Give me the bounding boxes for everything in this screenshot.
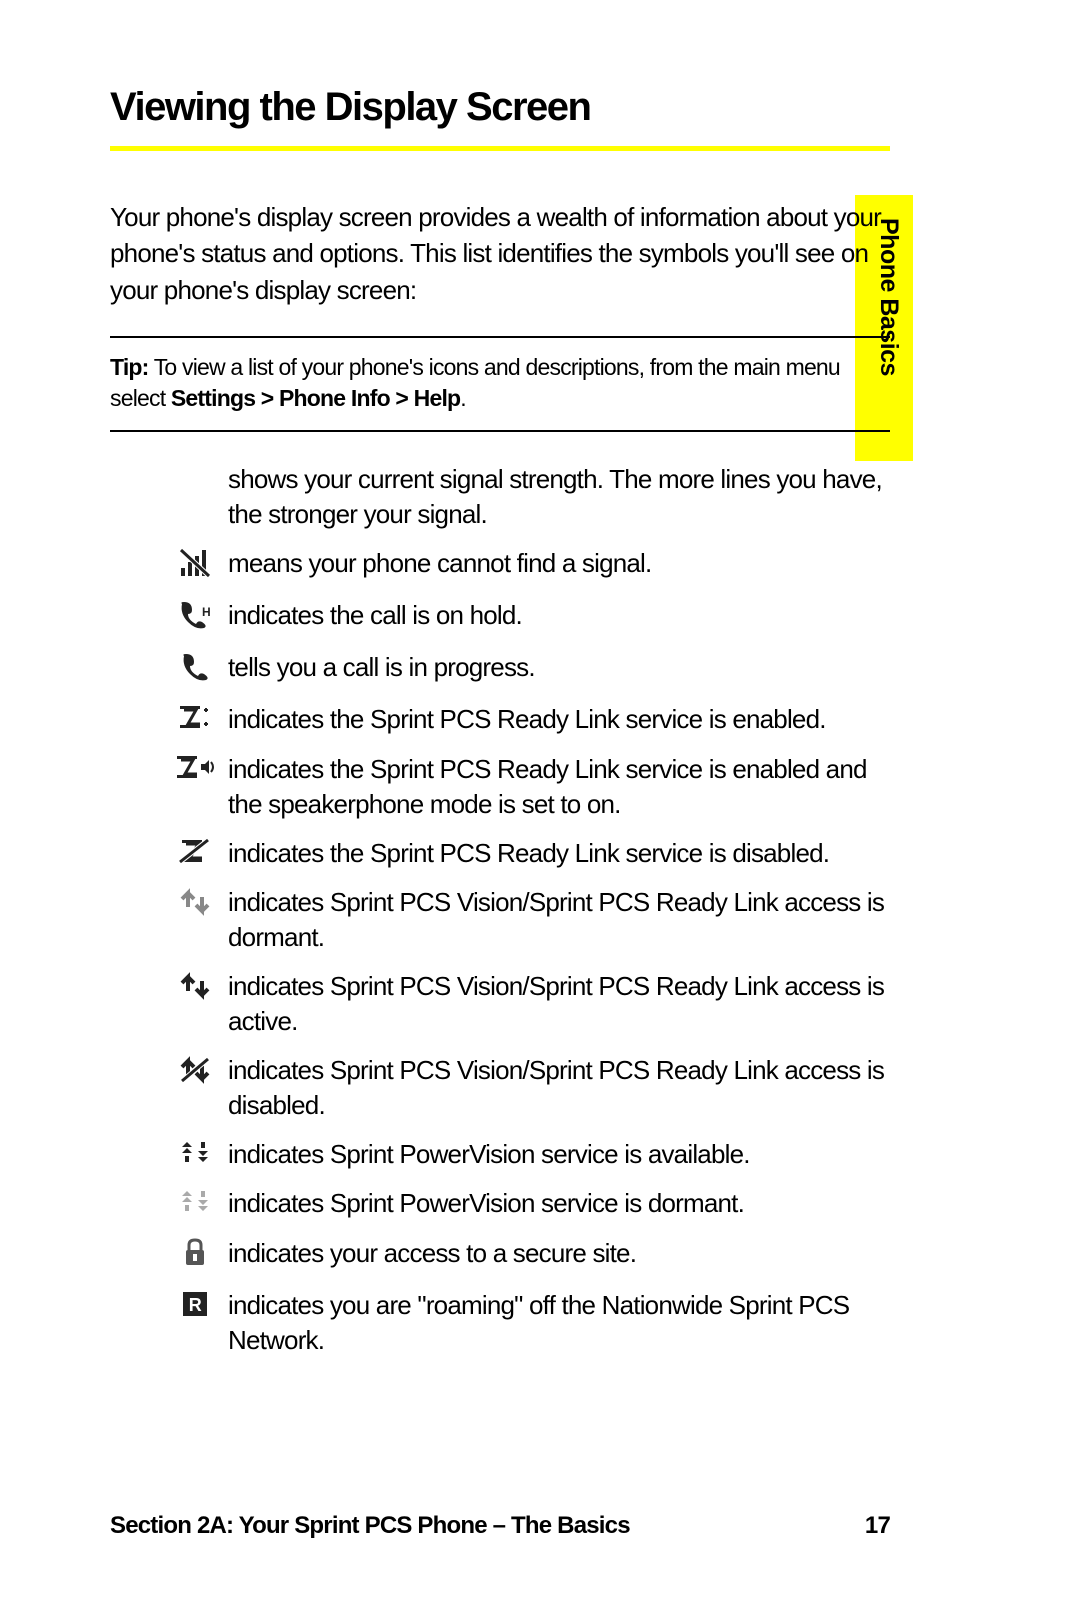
legend-desc: indicates Sprint PowerVision service is …	[228, 1186, 890, 1221]
legend-desc: means your phone cannot find a signal.	[228, 546, 890, 581]
legend-row: indicates your access to a secure site.	[162, 1236, 890, 1274]
legend-row: indicates the Sprint PCS Ready Link serv…	[162, 702, 890, 737]
legend-desc: indicates the Sprint PCS Ready Link serv…	[228, 752, 890, 822]
legend-row: indicates Sprint PCS Vision/Sprint PCS R…	[162, 1053, 890, 1123]
legend-row: R indicates you are "roaming" off the Na…	[162, 1288, 890, 1358]
footer-page-number: 17	[865, 1512, 890, 1540]
tip-text: Tip: To view a list of your phone's icon…	[110, 352, 890, 414]
icon-legend-table: shows your current signal strength. The …	[162, 462, 890, 1358]
legend-row: indicates Sprint PowerVision service is …	[162, 1137, 890, 1172]
svg-text:H: H	[202, 605, 210, 619]
legend-desc: shows your current signal strength. The …	[228, 462, 890, 532]
access-active-icon	[162, 969, 228, 1007]
legend-desc: indicates the call is on hold.	[228, 598, 890, 633]
legend-desc: indicates you are "roaming" off the Nati…	[228, 1288, 890, 1358]
legend-row: means your phone cannot find a signal.	[162, 546, 890, 584]
legend-row: shows your current signal strength. The …	[162, 462, 890, 532]
legend-row: tells you a call is in progress.	[162, 650, 890, 688]
access-dormant-icon	[162, 885, 228, 923]
ready-link-disabled-icon	[162, 836, 228, 870]
roaming-icon: R	[162, 1288, 228, 1324]
legend-row: indicates Sprint PCS Vision/Sprint PCS R…	[162, 969, 890, 1039]
tip-label: Tip:	[110, 354, 149, 380]
powervision-dormant-icon	[162, 1186, 228, 1220]
call-in-progress-icon	[162, 650, 228, 688]
legend-row: indicates Sprint PCS Vision/Sprint PCS R…	[162, 885, 890, 955]
legend-row: H indicates the call is on hold.	[162, 598, 890, 636]
signal-strength-icon	[162, 462, 228, 464]
svg-text:R: R	[189, 1295, 202, 1315]
legend-desc: indicates Sprint PowerVision service is …	[228, 1137, 890, 1172]
footer-section-label: Section 2A: Your Sprint PCS Phone – The …	[110, 1512, 630, 1540]
legend-desc: indicates the Sprint PCS Ready Link serv…	[228, 836, 890, 871]
page-heading: Viewing the Display Screen	[110, 85, 890, 130]
access-disabled-icon	[162, 1053, 228, 1091]
powervision-available-icon	[162, 1137, 228, 1171]
ready-link-speaker-icon	[162, 752, 228, 786]
tip-body-2: .	[460, 385, 466, 411]
secure-site-icon	[162, 1236, 228, 1274]
legend-desc: indicates Sprint PCS Vision/Sprint PCS R…	[228, 1053, 890, 1123]
ready-link-enabled-icon	[162, 702, 228, 736]
intro-paragraph: Your phone's display screen provides a w…	[110, 199, 890, 308]
tip-callout: Tip: To view a list of your phone's icon…	[110, 336, 890, 432]
legend-row: indicates the Sprint PCS Ready Link serv…	[162, 836, 890, 871]
legend-desc: indicates Sprint PCS Vision/Sprint PCS R…	[228, 885, 890, 955]
legend-row: indicates Sprint PowerVision service is …	[162, 1186, 890, 1221]
heading-underline	[110, 146, 890, 151]
legend-desc: indicates the Sprint PCS Ready Link serv…	[228, 702, 890, 737]
page-footer: Section 2A: Your Sprint PCS Phone – The …	[110, 1512, 890, 1540]
legend-row: indicates the Sprint PCS Ready Link serv…	[162, 752, 890, 822]
no-signal-icon	[162, 546, 228, 584]
tip-menu-path: Settings > Phone Info > Help	[171, 385, 460, 411]
legend-desc: tells you a call is in progress.	[228, 650, 890, 685]
page-content: Viewing the Display Screen Your phone's …	[110, 85, 890, 1372]
legend-desc: indicates Sprint PCS Vision/Sprint PCS R…	[228, 969, 890, 1039]
legend-desc: indicates your access to a secure site.	[228, 1236, 890, 1271]
call-hold-icon: H	[162, 598, 228, 636]
